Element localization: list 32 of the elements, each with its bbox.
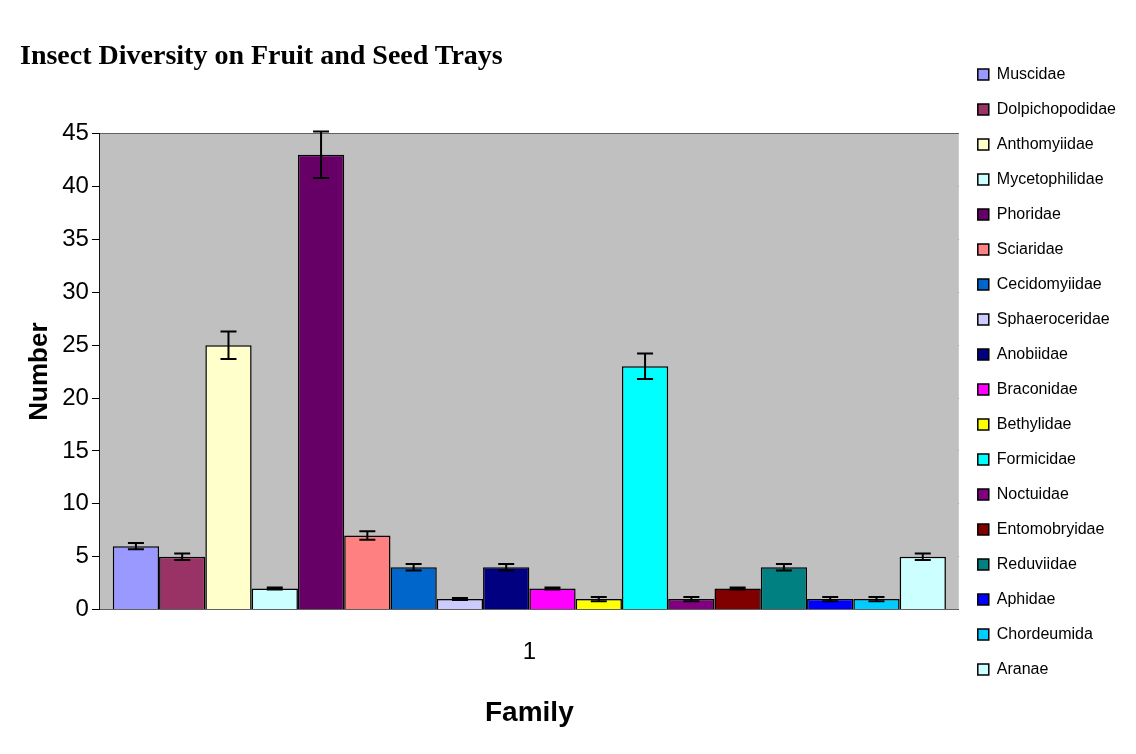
legend-label: Aranae — [996, 659, 1049, 677]
legend-label: Anobiidae — [996, 344, 1069, 362]
chart-title: Insect Diversity on Fruit and Seed Trays — [20, 39, 503, 71]
y-tick-label: 20 — [62, 382, 89, 410]
legend-label: Muscidae — [996, 64, 1066, 82]
legend-label: Sciaridae — [996, 239, 1064, 257]
y-tick-label: 5 — [75, 541, 89, 569]
y-tick-label: 30 — [62, 276, 89, 304]
legend-label: Formicidae — [996, 449, 1077, 467]
legend-label: Cecidomyiidae — [996, 274, 1102, 292]
y-tick-label: 0 — [75, 594, 89, 622]
legend-label: Aphidae — [996, 589, 1056, 607]
x-axis-title: Family — [484, 695, 575, 727]
y-axis-title: Number — [22, 322, 53, 421]
x-tick-label: 1 — [522, 636, 537, 664]
y-tick-label: 35 — [62, 224, 89, 251]
y-tick-label: 45 — [62, 118, 89, 146]
legend-label: Reduviidae — [996, 554, 1077, 572]
legend-label: Phoridae — [996, 204, 1061, 222]
legend-label: Noctuidae — [996, 484, 1069, 502]
legend-label: Braconidae — [996, 379, 1078, 397]
legend-label: Dolpichopodidae — [996, 99, 1117, 117]
legend-label: Bethylidae — [996, 414, 1072, 432]
legend-label: Sphaeroceridae — [996, 309, 1110, 327]
y-tick-label: 15 — [62, 435, 89, 463]
legend-label: Chordeumida — [996, 624, 1093, 642]
y-tick-label: 10 — [62, 488, 89, 516]
y-tick-label: 25 — [62, 329, 89, 357]
legend-label: Anthomyiidae — [996, 134, 1094, 152]
legend-label: Mycetophilidae — [996, 169, 1104, 187]
y-tick-label: 40 — [62, 171, 89, 199]
legend-label: Entomobryidae — [996, 519, 1105, 537]
